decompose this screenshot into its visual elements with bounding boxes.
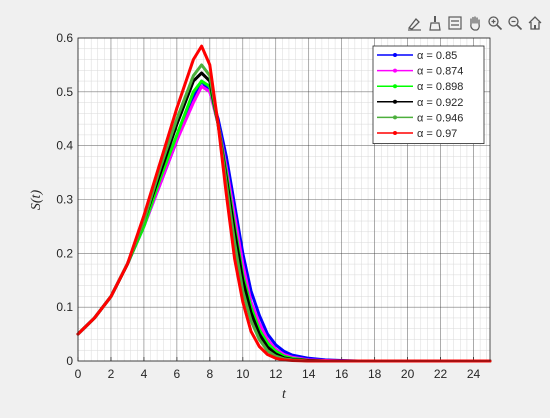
legend-label-1: α = 0.874 — [417, 66, 463, 78]
x-tick-label: 4 — [141, 367, 148, 381]
zoom-in-icon[interactable] — [486, 14, 504, 32]
legend-label-4: α = 0.946 — [417, 112, 463, 124]
x-tick-label: 16 — [335, 367, 349, 381]
x-tick-label: 24 — [467, 367, 481, 381]
y-tick-label: 0 — [66, 354, 73, 368]
legend-marker-5 — [393, 131, 397, 135]
legend-label-3: α = 0.922 — [417, 97, 463, 109]
x-tick-label: 2 — [108, 367, 115, 381]
legend-marker-4 — [393, 115, 397, 120]
legend-marker-3 — [393, 99, 397, 104]
brush-icon[interactable] — [426, 14, 444, 32]
legend-box — [372, 45, 485, 144]
legend-marker-0 — [393, 53, 397, 57]
home-icon[interactable] — [526, 14, 544, 32]
legend-toggle-icon[interactable] — [446, 14, 464, 32]
x-tick-label: 6 — [174, 367, 181, 381]
x-tick-label: 14 — [302, 367, 316, 381]
x-tick-label: 10 — [236, 367, 250, 381]
axes-toolbar — [406, 12, 544, 34]
y-tick-label: 0.5 — [56, 85, 73, 99]
legend-marker-1 — [393, 68, 397, 73]
data-tips-icon[interactable] — [406, 14, 424, 32]
y-tick-label: 0.2 — [56, 246, 73, 260]
legend-label-2: α = 0.898 — [417, 81, 463, 93]
x-tick-label: 8 — [206, 367, 213, 381]
legend: α = 0.85 α = 0.874 α = 0.898 α = 0.922 α = 0… — [372, 45, 485, 144]
x-tick-label: 12 — [269, 367, 283, 381]
y-axis-label: S(t) — [29, 190, 44, 211]
legend-marker-2 — [393, 84, 397, 89]
x-tick-labels: 0 2 4 6 8 10 12 14 16 18 20 22 24 — [75, 367, 481, 381]
zoom-out-icon[interactable] — [506, 14, 524, 32]
axes-box — [77, 37, 491, 362]
y-tick-label: 0.4 — [56, 139, 73, 153]
y-tick-label: 0.3 — [56, 193, 73, 207]
x-tick-label: 18 — [368, 367, 382, 381]
x-tick-label: 0 — [75, 367, 82, 381]
y-tick-label: 0.1 — [56, 300, 73, 314]
legend-label-5: α = 0.97 — [417, 128, 457, 140]
legend-label-0: α = 0.85 — [417, 50, 457, 62]
x-axis-label: t — [282, 387, 287, 402]
x-tick-label: 22 — [434, 367, 448, 381]
y-tick-labels: 0 0.1 0.2 0.3 0.4 0.5 0.6 — [56, 31, 73, 368]
pan-hand-icon[interactable] — [466, 14, 484, 32]
y-tick-label: 0.6 — [56, 31, 73, 45]
x-tick-label: 20 — [401, 367, 415, 381]
